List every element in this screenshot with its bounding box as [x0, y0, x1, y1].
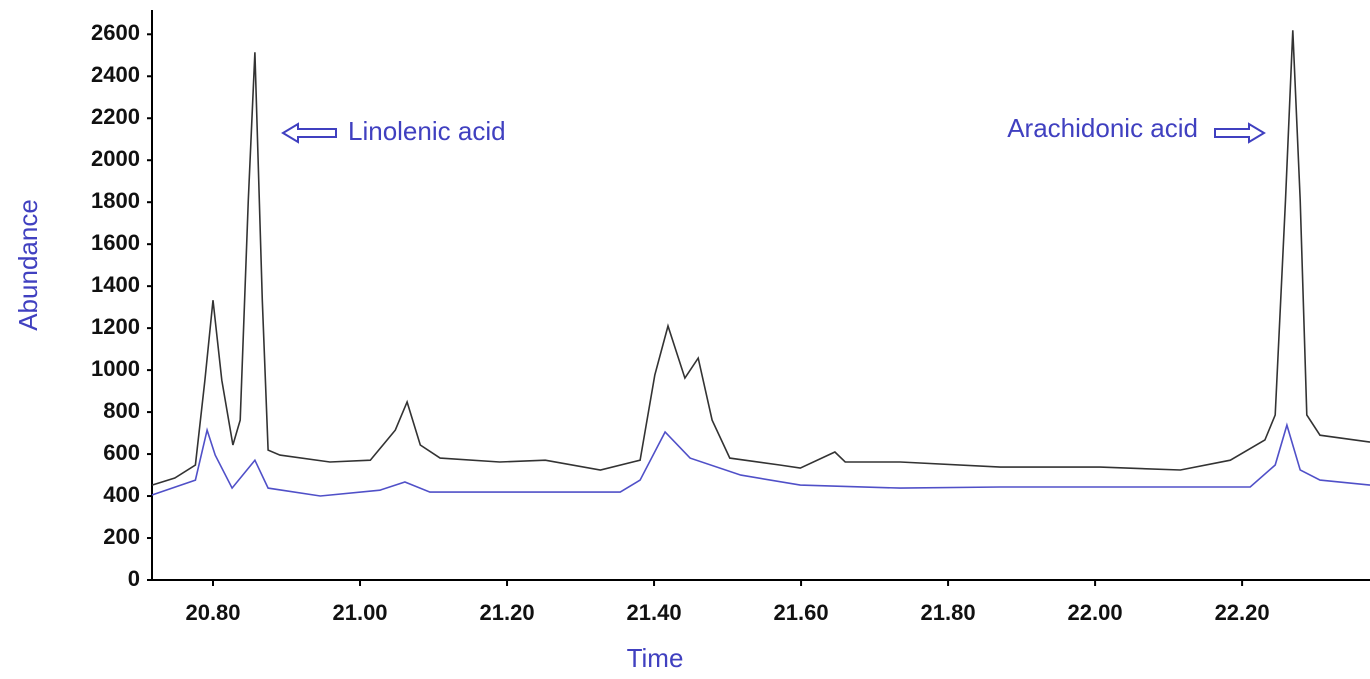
y-tick-label: 1800 [91, 188, 140, 213]
y-tick-label: 1200 [91, 314, 140, 339]
x-axis-label: Time [627, 643, 684, 673]
x-tick-label: 20.80 [185, 600, 240, 625]
x-tick-label: 21.00 [332, 600, 387, 625]
y-tick-label: 2600 [91, 20, 140, 45]
y-tick-label: 1600 [91, 230, 140, 255]
y-tick-label: 2200 [91, 104, 140, 129]
x-tick-label: 21.40 [627, 600, 682, 625]
y-tick-label: 2400 [91, 62, 140, 87]
annotation: Arachidonic acid [1007, 113, 1198, 143]
y-tick-label: 2000 [91, 146, 140, 171]
y-axis-label: Abundance [13, 199, 43, 331]
y-tick-label: 400 [103, 482, 140, 507]
y-tick-label: 1400 [91, 272, 140, 297]
annotation: Linolenic acid [348, 116, 506, 146]
x-tick-label: 21.20 [480, 600, 535, 625]
arrow [281, 122, 337, 144]
y-tick-label: 1000 [91, 356, 140, 381]
x-tick-label: 21.60 [774, 600, 829, 625]
y-tick-label: 0 [128, 566, 140, 591]
x-tick-label: 22.20 [1215, 600, 1270, 625]
y-tick-label: 200 [103, 524, 140, 549]
y-tick-label: 600 [103, 440, 140, 465]
y-tick-label: 800 [103, 398, 140, 423]
data-line [151, 422, 1370, 497]
data-line [151, 30, 1370, 486]
x-tick-label: 22.00 [1068, 600, 1123, 625]
x-tick-label: 21.80 [921, 600, 976, 625]
arrow [1214, 122, 1266, 144]
